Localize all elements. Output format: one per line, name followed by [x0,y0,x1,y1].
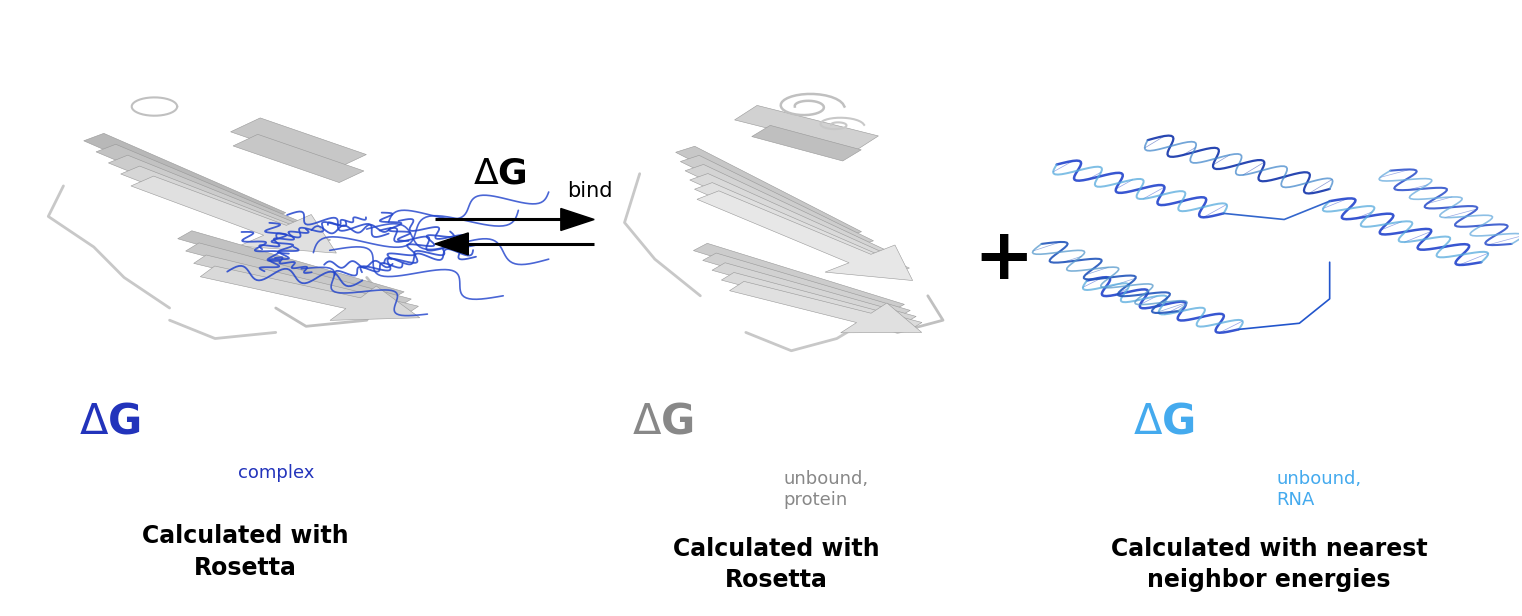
Text: $\Delta$G: $\Delta$G [79,400,140,442]
Polygon shape [201,266,420,320]
Polygon shape [178,231,405,300]
Polygon shape [697,191,913,280]
Polygon shape [84,133,286,220]
Polygon shape [703,253,910,318]
Polygon shape [108,155,315,238]
Text: $\Delta$G: $\Delta$G [473,156,527,191]
Polygon shape [712,263,916,324]
Polygon shape [96,144,301,229]
Polygon shape [721,272,922,330]
Polygon shape [729,282,922,333]
Text: unbound,
protein: unbound, protein [784,470,869,509]
Polygon shape [735,105,878,150]
Polygon shape [689,174,898,265]
Polygon shape [120,166,330,248]
Polygon shape [131,176,336,253]
Polygon shape [676,146,861,238]
Polygon shape [752,126,861,161]
Text: $\Delta$G: $\Delta$G [1132,400,1195,442]
Polygon shape [186,243,411,307]
Text: bind: bind [566,180,612,201]
Polygon shape [435,233,469,255]
Text: Calculated with nearest
neighbor energies: Calculated with nearest neighbor energie… [1111,537,1428,592]
Polygon shape [560,208,594,230]
Polygon shape [231,118,367,168]
Text: $\Delta$G: $\Delta$G [632,400,694,442]
Text: unbound,
RNA: unbound, RNA [1277,470,1362,509]
Text: complex: complex [237,464,314,482]
Text: Calculated with
Rosetta: Calculated with Rosetta [142,524,349,580]
Polygon shape [685,164,886,256]
Polygon shape [233,134,364,182]
Polygon shape [680,155,874,247]
Polygon shape [694,243,904,312]
Polygon shape [694,182,910,275]
Polygon shape [193,255,419,315]
Text: +: + [974,225,1033,294]
Text: Calculated with
Rosetta: Calculated with Rosetta [673,537,880,592]
